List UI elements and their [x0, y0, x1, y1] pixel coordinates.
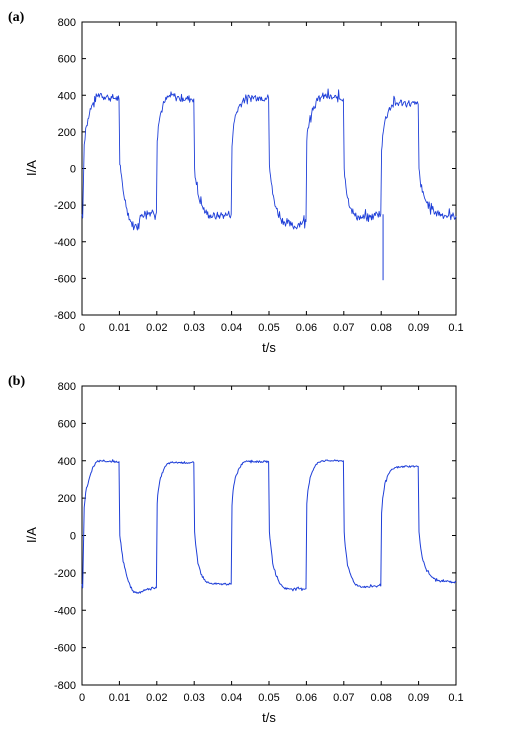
x-tick-label: 0.03	[183, 692, 204, 704]
x-tick-label: 0.07	[333, 692, 354, 704]
plot-frame-b	[81, 385, 457, 686]
x-ticks-b: 0 0.01 0.02 0.03 0.04 0.05 0.06 0.07 0.08 0.09 0.1	[79, 386, 464, 704]
x-tick-label: 0	[79, 322, 85, 334]
x-tick-label: 0.07	[333, 322, 354, 334]
y-ticks-b: 800 600 400 200 0 -200 -400 -600 -800	[54, 381, 456, 692]
x-tick-label: 0	[79, 692, 85, 704]
y-tick-label: -200	[54, 200, 76, 212]
x-ticks-a: 0 0.01 0.02 0.03 0.04 0.05 0.06 0.07 0.08 0.09 0.1	[79, 22, 464, 334]
x-tick-label: 0.1	[448, 322, 463, 334]
y-tick-label: 400	[58, 456, 76, 468]
y-axis-label-a: I/A	[24, 160, 39, 176]
y-tick-label: 600	[58, 418, 76, 430]
x-tick-label: 0.08	[370, 322, 391, 334]
y-tick-label: 600	[58, 54, 76, 66]
y-tick-label: 400	[58, 90, 76, 102]
x-tick-label: 0.1	[448, 692, 463, 704]
y-tick-label: -200	[54, 568, 76, 580]
y-tick-label: -800	[54, 680, 76, 692]
series-a	[81, 88, 457, 281]
series-line-a	[81, 88, 457, 231]
x-axis-label-b: t/s	[262, 710, 276, 725]
x-tick-label: 0.02	[146, 322, 167, 334]
y-tick-label: 0	[70, 164, 76, 176]
y-tick-label: -600	[54, 273, 76, 285]
x-tick-label: 0.09	[408, 692, 429, 704]
x-tick-label: 0.08	[370, 692, 391, 704]
series-line-b	[81, 459, 457, 594]
y-axis-label-b: I/A	[24, 527, 39, 543]
x-tick-label: 0.03	[183, 322, 204, 334]
series-b	[81, 459, 457, 594]
y-tick-label: -600	[54, 643, 76, 655]
x-axis-label-a: t/s	[262, 340, 276, 355]
x-tick-label: 0.02	[146, 692, 167, 704]
y-tick-label: 200	[58, 127, 76, 139]
y-tick-label: -400	[54, 605, 76, 617]
y-tick-label: 800	[58, 381, 76, 393]
x-tick-label: 0.05	[258, 692, 279, 704]
x-tick-label: 0.06	[296, 692, 317, 704]
y-tick-label: -400	[54, 237, 76, 249]
plot-frame-a	[81, 21, 457, 316]
x-tick-label: 0.04	[221, 692, 242, 704]
x-tick-label: 0.05	[258, 322, 279, 334]
y-tick-label: 0	[70, 531, 76, 543]
y-tick-label: 200	[58, 493, 76, 505]
y-tick-label: -800	[54, 310, 76, 322]
x-tick-label: 0.04	[221, 322, 242, 334]
y-ticks-a: 800 600 400 200 0 -200 -400 -600 -800	[54, 17, 456, 322]
y-tick-label: 800	[58, 17, 76, 29]
x-tick-label: 0.01	[109, 322, 130, 334]
panel-label-b: (b)	[8, 374, 25, 389]
x-tick-label: 0.06	[296, 322, 317, 334]
x-tick-label: 0.09	[408, 322, 429, 334]
panel-label-a: (a)	[8, 10, 25, 25]
x-tick-label: 0.01	[109, 692, 130, 704]
